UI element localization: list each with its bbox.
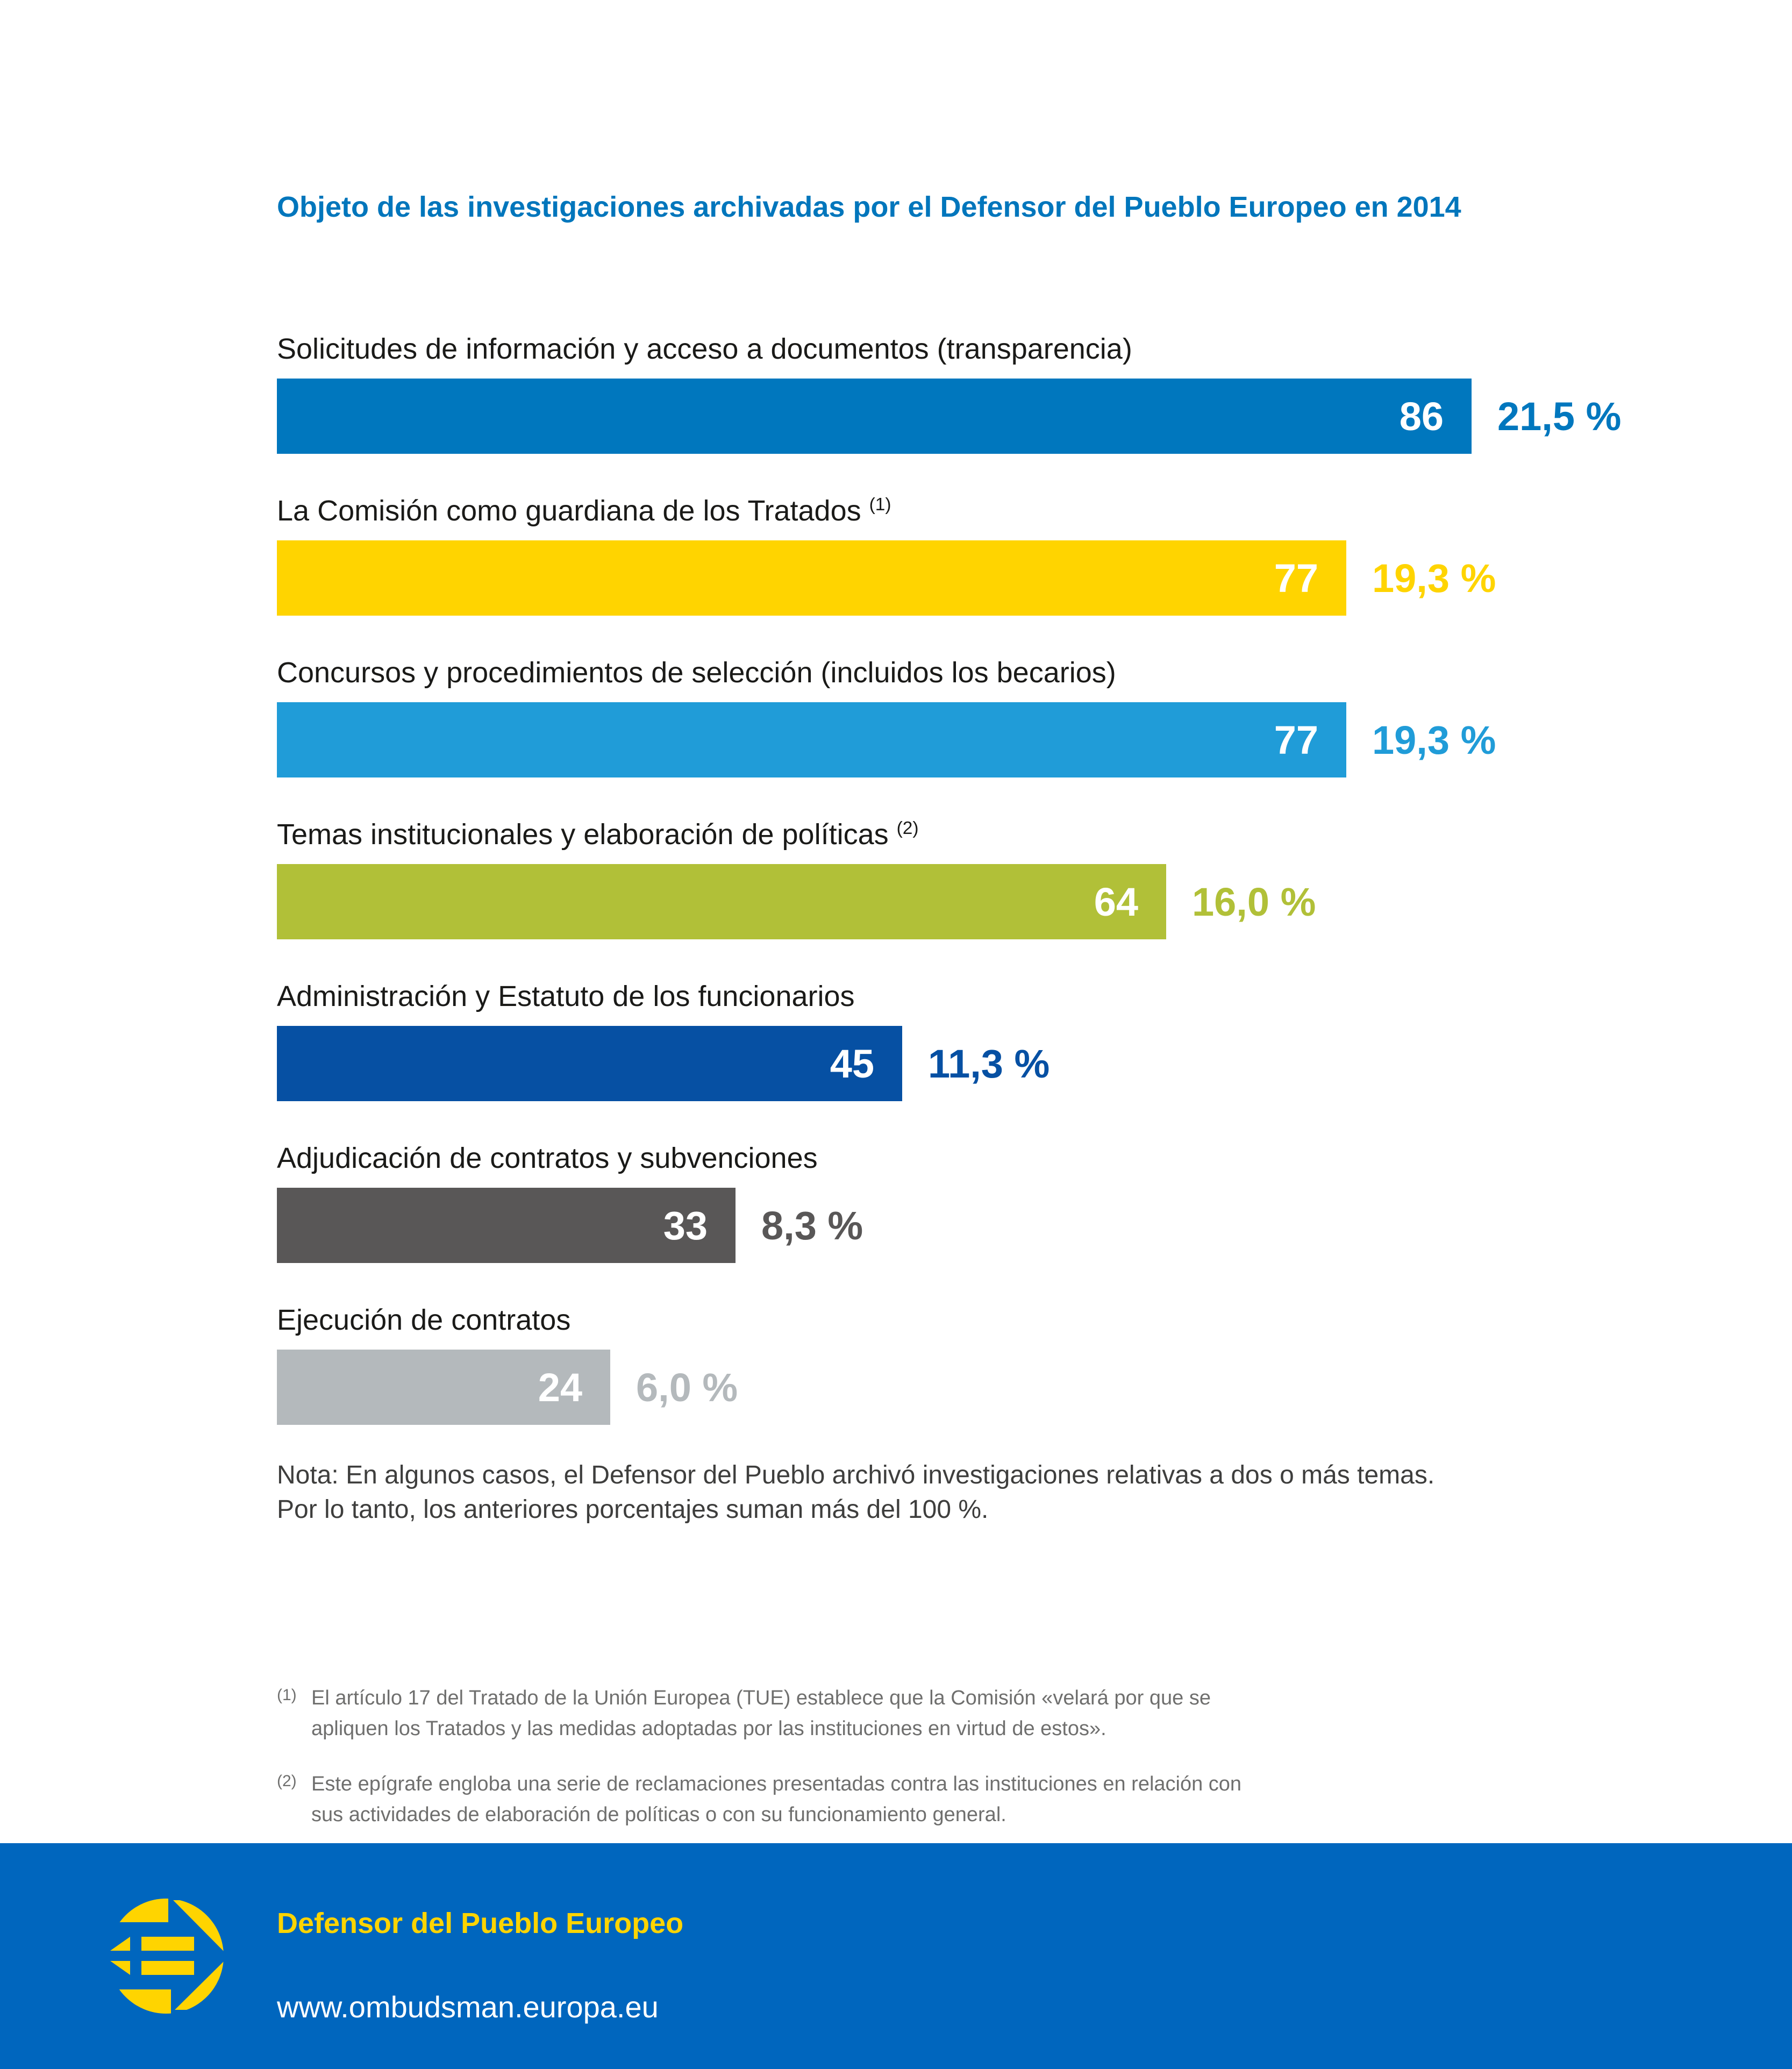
bar-row: 33 8,3 %	[277, 1188, 1729, 1263]
category-label: Temas institucionales y elaboración de p…	[277, 811, 1729, 852]
footnote-marker: (1)	[277, 1686, 297, 1704]
bar-value: 33	[663, 1203, 708, 1248]
bar-group: Administración y Estatuto de los funcion…	[277, 973, 1729, 1101]
bar-percentage: 19,3 %	[1372, 555, 1496, 601]
footnote-marker: (2)	[277, 1772, 297, 1790]
category-label-text: Concursos y procedimientos de selección …	[277, 657, 1116, 689]
category-label: Solicitudes de información y acceso a do…	[277, 325, 1729, 367]
bar-row: 77 19,3 %	[277, 702, 1729, 777]
bar: 86	[277, 379, 1472, 454]
bar-row: 45 11,3 %	[277, 1026, 1729, 1101]
bar: 24	[277, 1350, 610, 1425]
footnote-text: Este epígrafe engloba una serie de recla…	[311, 1773, 1242, 1826]
category-label-text: Temas institucionales y elaboración de p…	[277, 818, 897, 851]
note-line: Por lo tanto, los anteriores porcentajes…	[277, 1495, 989, 1524]
bar-percentage: 21,5 %	[1497, 394, 1622, 439]
bar-chart: Solicitudes de información y acceso a do…	[277, 325, 1729, 1425]
category-label-text: Adjudicación de contratos y subvenciones	[277, 1142, 818, 1174]
bar-group: Solicitudes de información y acceso a do…	[277, 325, 1729, 454]
bar-group: Ejecución de contratos 24 6,0 %	[277, 1296, 1729, 1425]
bar-percentage: 8,3 %	[761, 1203, 863, 1248]
footnote-1: (1) El artículo 17 del Tratado de la Uni…	[277, 1683, 1729, 1744]
european-ombudsman-logo-icon	[109, 1899, 224, 2014]
category-label: Adjudicación de contratos y subvenciones	[277, 1135, 1729, 1176]
category-label-text: Ejecución de contratos	[277, 1304, 571, 1336]
category-label-text: La Comisión como guardiana de los Tratad…	[277, 495, 869, 527]
bar: 77	[277, 540, 1346, 616]
category-label: La Comisión como guardiana de los Tratad…	[277, 487, 1729, 529]
bar-group: Concursos y procedimientos de selección …	[277, 649, 1729, 777]
bar-row: 77 19,3 %	[277, 540, 1729, 616]
bar: 77	[277, 702, 1346, 777]
footer-website: www.ombudsman.europa.eu	[277, 1990, 659, 2024]
footnotes: (1) El artículo 17 del Tratado de la Uni…	[277, 1683, 1729, 1830]
bar-percentage: 16,0 %	[1192, 879, 1316, 924]
category-label-text: Solicitudes de información y acceso a do…	[277, 333, 1132, 365]
bar-group: Temas institucionales y elaboración de p…	[277, 811, 1729, 939]
category-label: Ejecución de contratos	[277, 1296, 1729, 1338]
bar-value: 77	[1274, 555, 1318, 601]
footnote-ref: (1)	[869, 495, 891, 515]
bar-row: 64 16,0 %	[277, 864, 1729, 939]
bar-percentage: 11,3 %	[928, 1041, 1050, 1086]
bar-value: 86	[1399, 394, 1444, 439]
bar-group: Adjudicación de contratos y subvenciones…	[277, 1135, 1729, 1263]
bar-value: 77	[1274, 717, 1318, 762]
bar: 45	[277, 1026, 902, 1101]
bar-row: 86 21,5 %	[277, 379, 1729, 454]
category-label: Concursos y procedimientos de selección …	[277, 649, 1729, 690]
bar-percentage: 19,3 %	[1372, 717, 1496, 762]
bar-percentage: 6,0 %	[636, 1365, 738, 1410]
note-line: Nota: En algunos casos, el Defensor del …	[277, 1461, 1435, 1489]
chart-note: Nota: En algunos casos, el Defensor del …	[277, 1458, 1729, 1527]
category-label: Administración y Estatuto de los funcion…	[277, 973, 1729, 1014]
footnote-ref: (2)	[896, 818, 919, 838]
footnote-text: El artículo 17 del Tratado de la Unión E…	[311, 1687, 1211, 1740]
footnote-2: (2) Este epígrafe engloba una serie de r…	[277, 1769, 1729, 1830]
bar-value: 24	[538, 1365, 582, 1410]
bar-row: 24 6,0 %	[277, 1350, 1729, 1425]
bar-value: 64	[1094, 879, 1138, 924]
bar: 33	[277, 1188, 736, 1263]
bar-group: La Comisión como guardiana de los Tratad…	[277, 487, 1729, 616]
page-content: Objeto de las investigaciones archivadas…	[277, 0, 1729, 1830]
category-label-text: Administración y Estatuto de los funcion…	[277, 980, 855, 1012]
footer-band: Defensor del Pueblo Europeo www.ombudsma…	[0, 1843, 1792, 2069]
bar-value: 45	[830, 1041, 874, 1086]
chart-title: Objeto de las investigaciones archivadas…	[277, 191, 1461, 223]
bar: 64	[277, 864, 1166, 939]
footer-org-name: Defensor del Pueblo Europeo	[277, 1907, 684, 1939]
